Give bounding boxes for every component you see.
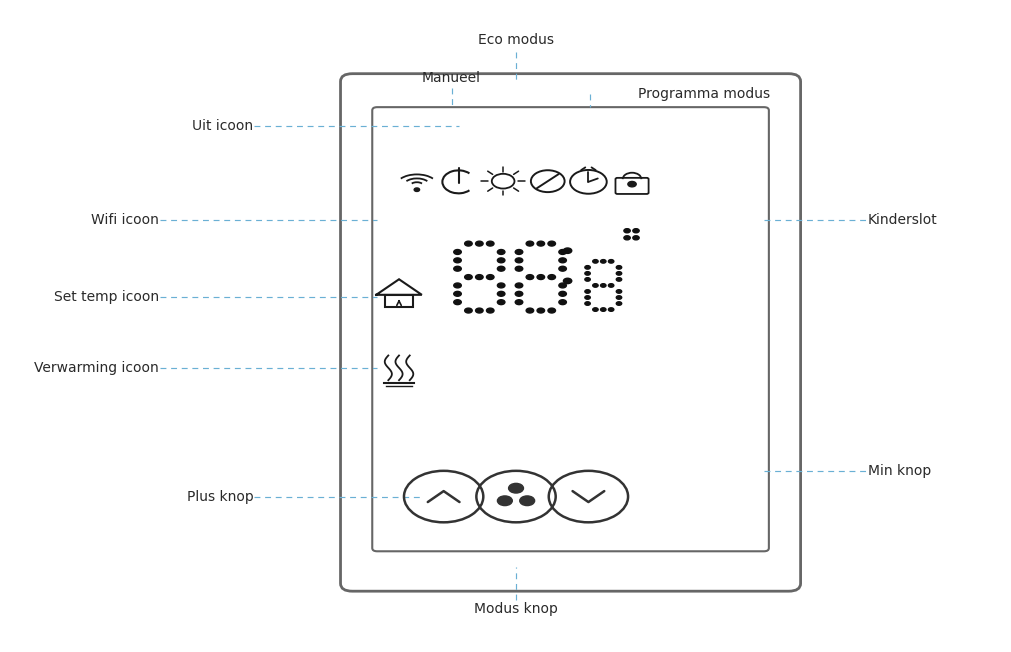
Circle shape [559, 283, 566, 288]
Circle shape [617, 296, 622, 299]
Circle shape [465, 274, 472, 280]
Text: Min knop: Min knop [868, 464, 931, 478]
Circle shape [486, 308, 494, 313]
Circle shape [609, 308, 614, 311]
Circle shape [601, 259, 606, 263]
Circle shape [537, 241, 545, 246]
Circle shape [537, 308, 545, 313]
Circle shape [584, 278, 590, 281]
Circle shape [465, 241, 472, 246]
Circle shape [609, 259, 614, 263]
Circle shape [516, 291, 523, 296]
Circle shape [526, 274, 534, 280]
Circle shape [415, 188, 420, 192]
Circle shape [559, 258, 566, 263]
Circle shape [526, 241, 534, 246]
Circle shape [516, 300, 523, 304]
Circle shape [497, 291, 504, 296]
Circle shape [454, 258, 461, 263]
Circle shape [624, 236, 630, 240]
Circle shape [559, 300, 566, 304]
Circle shape [497, 300, 504, 304]
Circle shape [617, 278, 622, 281]
Circle shape [563, 248, 572, 254]
Circle shape [509, 483, 524, 493]
Circle shape [497, 283, 504, 288]
Circle shape [628, 181, 636, 187]
Circle shape [559, 266, 566, 271]
Circle shape [497, 266, 504, 271]
Circle shape [563, 278, 572, 284]
Text: Modus knop: Modus knop [474, 602, 558, 616]
Text: Wifi icoon: Wifi icoon [91, 213, 159, 227]
Circle shape [475, 241, 483, 246]
Circle shape [520, 496, 535, 505]
Circle shape [516, 250, 523, 254]
FancyBboxPatch shape [372, 107, 769, 552]
Text: Manueel: Manueel [422, 71, 481, 85]
Circle shape [486, 274, 494, 280]
Circle shape [454, 283, 461, 288]
Circle shape [454, 266, 461, 271]
Text: Eco modus: Eco modus [478, 33, 554, 46]
Circle shape [609, 284, 614, 288]
Circle shape [497, 250, 504, 254]
Text: Programma modus: Programma modus [638, 87, 770, 101]
Circle shape [617, 289, 622, 293]
Circle shape [516, 258, 523, 263]
Circle shape [584, 302, 590, 305]
Circle shape [592, 259, 599, 263]
Circle shape [633, 229, 639, 233]
Circle shape [601, 308, 606, 311]
Text: Verwarming icoon: Verwarming icoon [34, 361, 159, 375]
Circle shape [526, 308, 534, 313]
Text: Set temp icoon: Set temp icoon [54, 290, 159, 304]
Circle shape [559, 250, 566, 254]
Circle shape [617, 302, 622, 305]
Circle shape [601, 284, 606, 288]
Circle shape [516, 266, 523, 271]
Circle shape [584, 272, 590, 275]
Circle shape [475, 308, 483, 313]
Circle shape [465, 308, 472, 313]
Circle shape [584, 289, 590, 293]
Circle shape [548, 274, 555, 280]
Circle shape [584, 296, 590, 299]
Circle shape [497, 258, 504, 263]
Circle shape [559, 291, 566, 296]
Text: Uit icoon: Uit icoon [192, 119, 254, 134]
Circle shape [633, 236, 639, 240]
Circle shape [617, 265, 622, 269]
Circle shape [592, 308, 599, 311]
Text: Kinderslot: Kinderslot [868, 213, 938, 227]
Circle shape [548, 308, 555, 313]
Circle shape [537, 274, 545, 280]
Circle shape [454, 250, 461, 254]
Circle shape [454, 300, 461, 304]
Circle shape [617, 272, 622, 275]
Circle shape [497, 496, 513, 505]
Circle shape [592, 284, 599, 288]
Bar [385, 295, 413, 306]
Circle shape [624, 229, 630, 233]
Circle shape [486, 241, 494, 246]
Circle shape [475, 274, 483, 280]
FancyBboxPatch shape [341, 74, 801, 591]
Circle shape [516, 283, 523, 288]
Circle shape [584, 265, 590, 269]
Text: Plus knop: Plus knop [186, 490, 254, 503]
Circle shape [454, 291, 461, 296]
Circle shape [548, 241, 555, 246]
